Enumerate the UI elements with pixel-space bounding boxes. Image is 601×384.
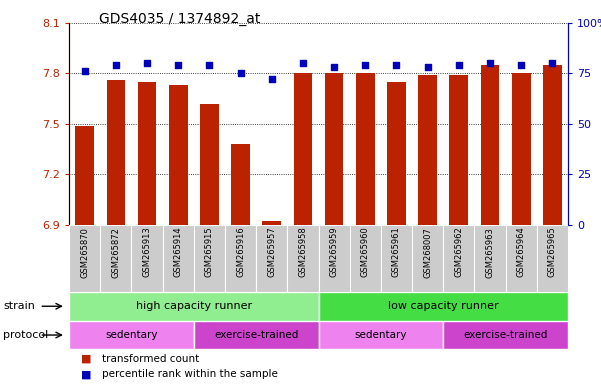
Bar [356, 73, 374, 225]
Text: GSM265957: GSM265957 [267, 227, 276, 277]
Bar [319, 292, 568, 321]
Point [80, 68, 90, 74]
Bar [69, 225, 100, 292]
Text: GSM265872: GSM265872 [111, 227, 120, 278]
Text: strain: strain [3, 301, 35, 311]
Text: GSM265960: GSM265960 [361, 227, 370, 277]
Bar [443, 225, 474, 292]
Point [204, 62, 214, 68]
Point [454, 62, 463, 68]
Bar [106, 80, 125, 225]
Bar [319, 321, 443, 349]
Point [329, 65, 339, 71]
Bar [412, 225, 443, 292]
Bar [132, 225, 163, 292]
Text: GSM265916: GSM265916 [236, 227, 245, 277]
Bar [69, 321, 194, 349]
Bar [256, 225, 287, 292]
Point [236, 70, 245, 76]
Bar [418, 75, 437, 225]
Text: GSM265914: GSM265914 [174, 227, 183, 277]
Bar [69, 292, 319, 321]
Bar [231, 144, 250, 225]
Text: sedentary: sedentary [355, 330, 407, 340]
Bar [163, 225, 194, 292]
Bar [387, 82, 406, 225]
Text: GSM265959: GSM265959 [329, 227, 338, 277]
Text: GSM265961: GSM265961 [392, 227, 401, 277]
Text: ■: ■ [81, 369, 91, 379]
Point [423, 65, 433, 71]
Bar [381, 225, 412, 292]
Point [485, 60, 495, 66]
Text: GSM265870: GSM265870 [80, 227, 89, 278]
Bar [293, 73, 313, 225]
Point [516, 62, 526, 68]
Point [111, 62, 121, 68]
Bar [194, 225, 225, 292]
Text: sedentary: sedentary [105, 330, 157, 340]
Text: high capacity runner: high capacity runner [136, 301, 252, 311]
Text: GSM265915: GSM265915 [205, 227, 214, 277]
Text: GSM268007: GSM268007 [423, 227, 432, 278]
Bar [512, 73, 531, 225]
Text: percentile rank within the sample: percentile rank within the sample [102, 369, 278, 379]
Text: GSM265964: GSM265964 [517, 227, 526, 277]
Text: GSM265963: GSM265963 [486, 227, 495, 278]
Bar [481, 65, 499, 225]
Bar [325, 73, 344, 225]
Point [361, 62, 370, 68]
Bar [169, 85, 188, 225]
Point [174, 62, 183, 68]
Text: GSM265962: GSM265962 [454, 227, 463, 277]
Bar [537, 225, 568, 292]
Text: low capacity runner: low capacity runner [388, 301, 499, 311]
Bar [319, 225, 350, 292]
Bar [138, 82, 156, 225]
Bar [287, 225, 319, 292]
Text: exercise-trained: exercise-trained [214, 330, 298, 340]
Bar [350, 225, 381, 292]
Bar [200, 104, 219, 225]
Bar [543, 65, 562, 225]
Bar [443, 321, 568, 349]
Text: GSM265965: GSM265965 [548, 227, 557, 277]
Point [298, 60, 308, 66]
Text: ■: ■ [81, 354, 91, 364]
Bar [194, 321, 319, 349]
Text: GSM265913: GSM265913 [142, 227, 151, 277]
Text: exercise-trained: exercise-trained [463, 330, 548, 340]
Point [267, 76, 276, 83]
Text: GDS4035 / 1374892_at: GDS4035 / 1374892_at [99, 12, 261, 25]
Bar [450, 75, 468, 225]
Text: transformed count: transformed count [102, 354, 200, 364]
Point [548, 60, 557, 66]
Bar [474, 225, 505, 292]
Bar [75, 126, 94, 225]
Bar [505, 225, 537, 292]
Point [142, 60, 152, 66]
Bar [225, 225, 256, 292]
Point [392, 62, 401, 68]
Bar [263, 221, 281, 225]
Text: protocol: protocol [3, 330, 48, 340]
Text: GSM265958: GSM265958 [299, 227, 308, 277]
Bar [100, 225, 132, 292]
